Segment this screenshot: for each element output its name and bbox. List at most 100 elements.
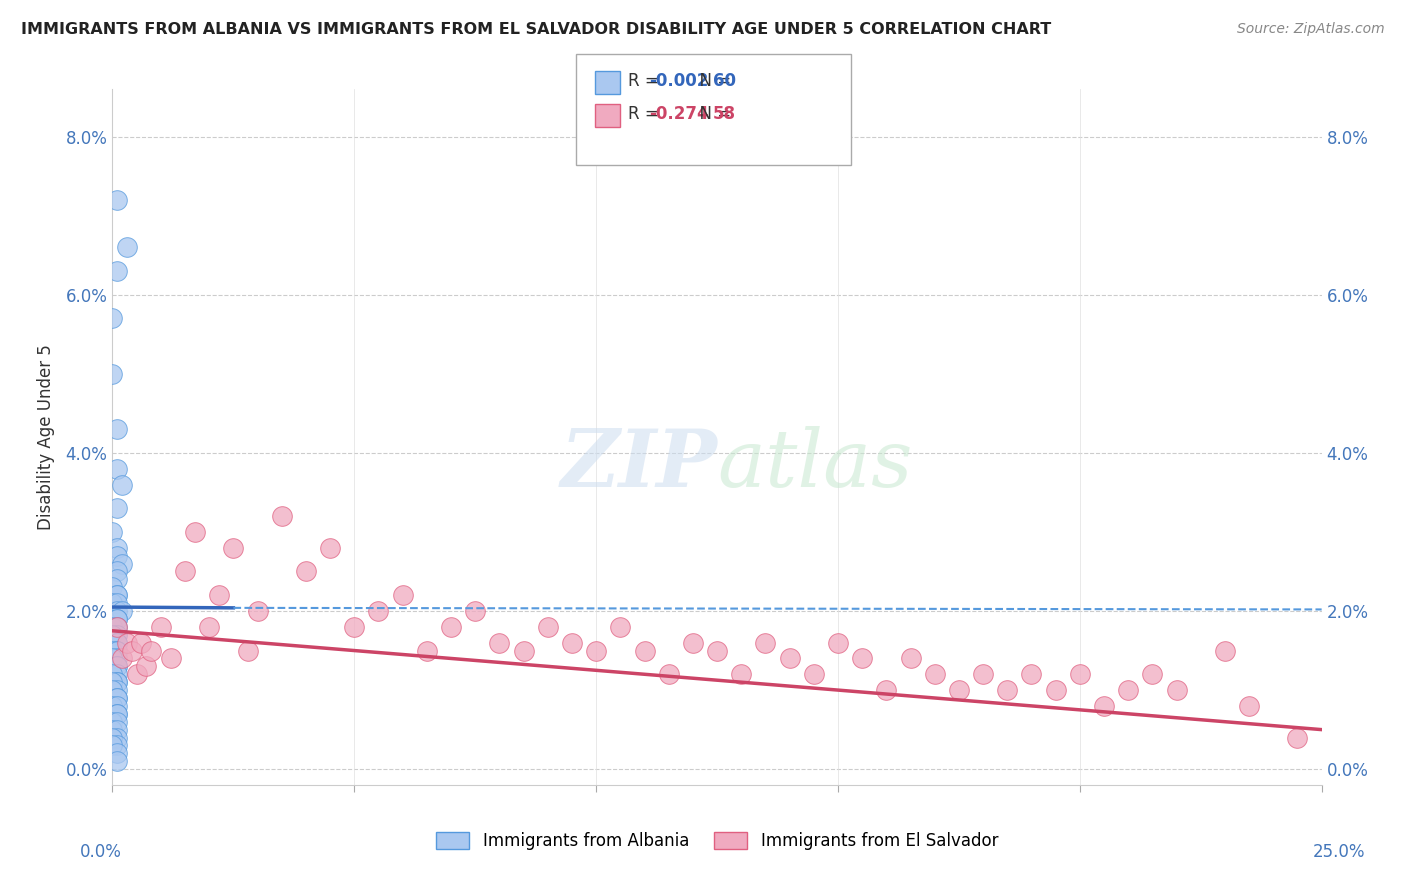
Point <box>105 612 128 626</box>
Point <box>875 683 897 698</box>
Point <box>1166 683 1188 698</box>
Point <box>149 620 172 634</box>
Point <box>105 541 128 555</box>
Point <box>101 723 124 737</box>
Point <box>416 643 439 657</box>
Point <box>900 651 922 665</box>
Point <box>174 565 197 579</box>
Point <box>1045 683 1067 698</box>
Point <box>111 604 134 618</box>
Point <box>105 635 128 649</box>
Point <box>105 739 128 753</box>
Point <box>851 651 873 665</box>
Point <box>1237 698 1260 713</box>
Point <box>105 667 128 681</box>
Point <box>105 588 128 602</box>
Point <box>101 580 124 594</box>
Point <box>105 659 128 673</box>
Point <box>585 643 607 657</box>
Point <box>115 240 138 254</box>
Point <box>512 643 534 657</box>
Point <box>105 264 128 278</box>
Point <box>101 311 124 326</box>
Point <box>101 731 124 745</box>
Point <box>101 667 124 681</box>
Point <box>948 683 970 698</box>
Point <box>183 524 205 539</box>
Point <box>105 635 128 649</box>
Point <box>105 643 128 657</box>
Point <box>101 683 124 698</box>
Point <box>111 651 134 665</box>
Point <box>105 714 128 729</box>
Text: IMMIGRANTS FROM ALBANIA VS IMMIGRANTS FROM EL SALVADOR DISABILITY AGE UNDER 5 CO: IMMIGRANTS FROM ALBANIA VS IMMIGRANTS FR… <box>21 22 1052 37</box>
Point <box>1213 643 1236 657</box>
Point <box>658 667 681 681</box>
Point <box>105 675 128 690</box>
Point <box>135 659 157 673</box>
Point <box>101 675 124 690</box>
Text: R =: R = <box>628 72 665 90</box>
Point <box>115 635 138 649</box>
Point <box>1142 667 1164 681</box>
Point <box>609 620 631 634</box>
Point <box>131 635 153 649</box>
Point <box>198 620 221 634</box>
Point <box>972 667 994 681</box>
Point <box>924 667 946 681</box>
Point <box>105 501 128 516</box>
Point <box>105 698 128 713</box>
Point <box>101 698 124 713</box>
Point <box>682 635 704 649</box>
Point <box>105 620 128 634</box>
Point <box>101 367 124 381</box>
Point <box>706 643 728 657</box>
Point <box>101 651 124 665</box>
Text: N =: N = <box>689 72 737 90</box>
Text: 25.0%: 25.0% <box>1312 843 1365 861</box>
Point <box>111 477 134 491</box>
Point <box>101 714 124 729</box>
Point <box>105 690 128 705</box>
Text: atlas: atlas <box>717 426 912 504</box>
Point <box>440 620 463 634</box>
Point <box>105 588 128 602</box>
Point <box>295 565 318 579</box>
Point <box>1286 731 1309 745</box>
Text: -0.002: -0.002 <box>650 72 709 90</box>
Point <box>105 461 128 475</box>
Point <box>105 659 128 673</box>
Point <box>827 635 849 649</box>
Point <box>105 731 128 745</box>
Text: R =: R = <box>628 105 665 123</box>
Point <box>105 675 128 690</box>
Point <box>105 422 128 436</box>
Point <box>101 620 124 634</box>
Text: -0.274: -0.274 <box>650 105 709 123</box>
Point <box>1021 667 1043 681</box>
Point <box>159 651 181 665</box>
Point <box>111 557 134 571</box>
Point <box>270 509 292 524</box>
Point <box>105 628 128 642</box>
Point <box>101 628 124 642</box>
Point <box>105 754 128 768</box>
Point <box>561 635 583 649</box>
Point <box>105 683 128 698</box>
Point <box>488 635 510 649</box>
Point <box>121 643 143 657</box>
Legend: Immigrants from Albania, Immigrants from El Salvador: Immigrants from Albania, Immigrants from… <box>429 825 1005 856</box>
Point <box>105 565 128 579</box>
Point <box>101 596 124 610</box>
Point <box>105 549 128 563</box>
Text: 60: 60 <box>713 72 735 90</box>
Point <box>995 683 1018 698</box>
Text: N =: N = <box>689 105 737 123</box>
Point <box>754 635 776 649</box>
Y-axis label: Disability Age Under 5: Disability Age Under 5 <box>37 344 55 530</box>
Point <box>105 643 128 657</box>
Point <box>105 612 128 626</box>
Text: Source: ZipAtlas.com: Source: ZipAtlas.com <box>1237 22 1385 37</box>
Point <box>633 643 655 657</box>
Point <box>343 620 366 634</box>
